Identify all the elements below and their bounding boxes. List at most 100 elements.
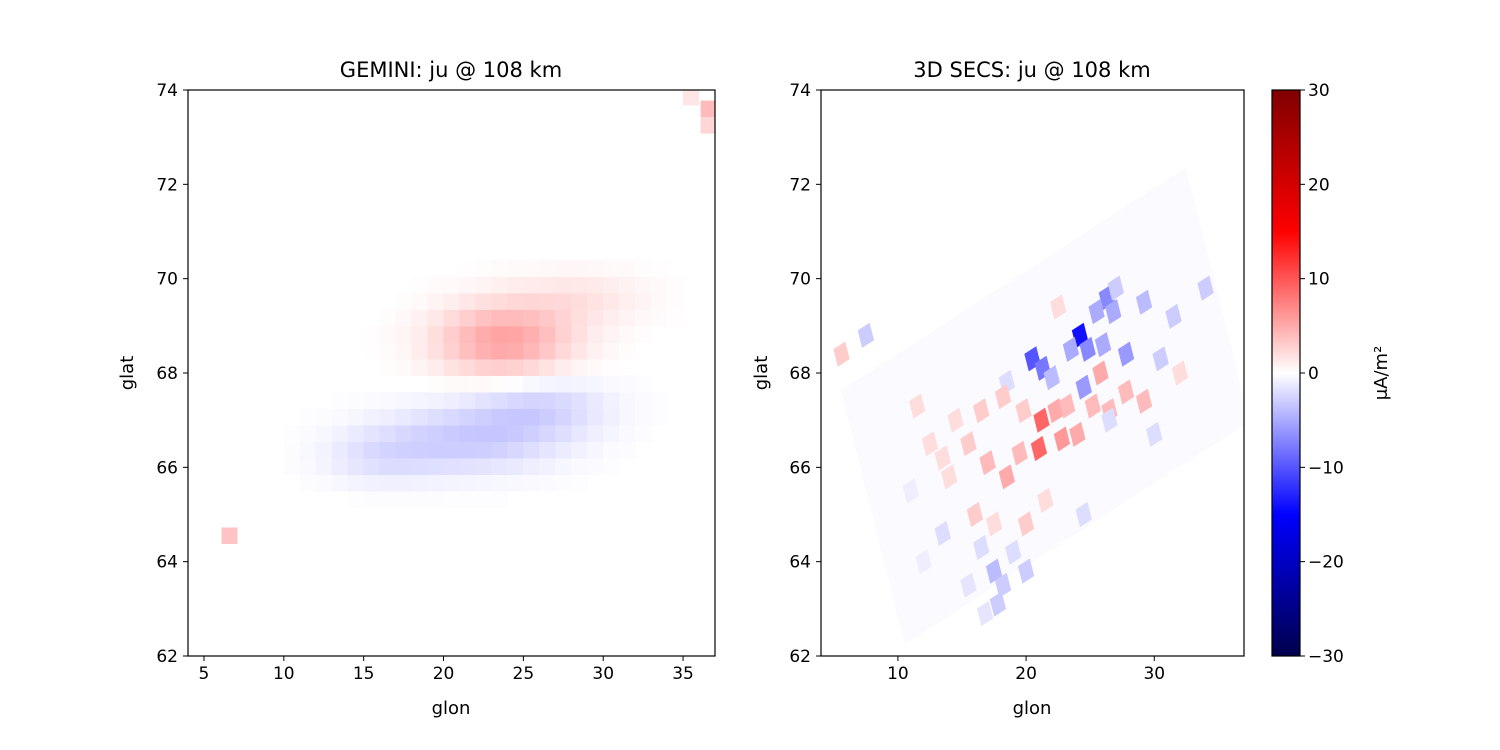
secs-cell bbox=[1117, 379, 1135, 405]
gemini-cell bbox=[379, 424, 397, 442]
secs-cell bbox=[1059, 393, 1076, 419]
gemini-cell bbox=[475, 408, 493, 426]
secs-cell bbox=[1015, 398, 1032, 424]
gemini-cell bbox=[587, 276, 604, 294]
secs-cell bbox=[998, 464, 1015, 490]
secs-cell bbox=[985, 558, 1003, 584]
gemini-cell bbox=[555, 408, 572, 426]
secs-cell bbox=[1079, 336, 1096, 362]
colorbar-tick-label: −30 bbox=[1308, 647, 1344, 667]
gemini-cell bbox=[555, 276, 572, 294]
gemini-cell bbox=[459, 408, 477, 426]
secs-cell bbox=[1069, 421, 1086, 447]
gemini-cell bbox=[459, 342, 477, 360]
gemini-cell bbox=[411, 391, 429, 409]
secs-cell bbox=[1171, 360, 1189, 386]
gemini-cell bbox=[427, 342, 445, 360]
gemini-cell bbox=[523, 259, 540, 277]
secs-cell bbox=[985, 511, 1003, 537]
gemini-cell bbox=[619, 391, 636, 409]
gemini-cell bbox=[603, 309, 620, 327]
secs-cell bbox=[1165, 303, 1182, 329]
gemini-cell bbox=[427, 424, 445, 442]
gemini-cell bbox=[635, 375, 652, 393]
gemini-cell bbox=[619, 342, 636, 360]
gemini-cell bbox=[571, 441, 588, 459]
gemini-cell bbox=[459, 325, 477, 343]
gemini-cell bbox=[539, 424, 556, 442]
gemini-cell bbox=[427, 358, 445, 376]
gemini-cell bbox=[619, 441, 636, 459]
gemini-cell bbox=[587, 391, 604, 409]
gemini-cell bbox=[507, 325, 524, 343]
gemini-cell bbox=[443, 457, 461, 476]
gemini-cell bbox=[331, 457, 349, 476]
gemini-cell bbox=[363, 490, 381, 509]
gemini-cell bbox=[283, 424, 301, 442]
gemini-cell bbox=[619, 292, 636, 310]
gemini-cell bbox=[411, 309, 429, 327]
gemini-cell bbox=[395, 457, 413, 476]
gemini-cell bbox=[363, 424, 381, 442]
secs-cell bbox=[1037, 487, 1054, 513]
gemini-cell bbox=[459, 441, 477, 459]
gemini-cell bbox=[427, 325, 445, 343]
gemini-cell bbox=[507, 408, 524, 426]
gemini-cell bbox=[411, 441, 429, 459]
gemini-cell bbox=[571, 457, 588, 476]
gemini-cell bbox=[221, 527, 238, 544]
gemini-cell bbox=[523, 358, 540, 376]
gemini-cell bbox=[571, 375, 588, 393]
secs-cell bbox=[1047, 398, 1064, 424]
secs-cell bbox=[976, 601, 994, 627]
gemini-panel: GEMINI: ju @ 108 km 5 10 15 20 25 30 35 62 64 66… bbox=[117, 58, 716, 719]
gemini-cell bbox=[603, 259, 620, 277]
gemini-cell bbox=[443, 474, 461, 492]
gemini-cell bbox=[347, 457, 365, 476]
gemini-cell bbox=[555, 474, 572, 492]
gemini-cell bbox=[443, 408, 461, 426]
gemini-cell bbox=[571, 474, 588, 492]
gemini-cell bbox=[491, 292, 508, 310]
secs-cell bbox=[960, 431, 977, 457]
gemini-cell bbox=[315, 474, 333, 492]
gemini-cell bbox=[587, 424, 604, 442]
gemini-cell bbox=[491, 408, 508, 426]
secs-heatmap-cells bbox=[833, 167, 1244, 645]
gemini-y-tick-label: 62 bbox=[156, 647, 178, 667]
gemini-cell bbox=[555, 292, 572, 310]
gemini-cell bbox=[571, 309, 588, 327]
secs-y-tick-label: 66 bbox=[789, 458, 811, 478]
gemini-cell bbox=[427, 408, 445, 426]
gemini-cell bbox=[555, 424, 572, 442]
secs-cell bbox=[1135, 289, 1153, 315]
gemini-cell bbox=[411, 325, 429, 343]
secs-cell bbox=[1033, 407, 1050, 433]
colorbar-tick-label: 20 bbox=[1308, 175, 1330, 195]
gemini-cell bbox=[507, 375, 524, 393]
secs-cell bbox=[857, 322, 874, 348]
gemini-cell bbox=[539, 276, 556, 294]
gemini-cell bbox=[523, 342, 540, 360]
secs-y-label: glat bbox=[751, 356, 772, 391]
gemini-cell bbox=[587, 292, 604, 310]
gemini-cell bbox=[443, 441, 461, 459]
gemini-cell bbox=[443, 391, 461, 409]
gemini-cell bbox=[619, 276, 636, 294]
gemini-cell bbox=[571, 391, 588, 409]
gemini-y-tick-label: 72 bbox=[156, 175, 178, 195]
secs-cell bbox=[902, 478, 919, 504]
gemini-cell bbox=[427, 292, 445, 310]
gemini-cell bbox=[651, 408, 668, 426]
gemini-cell bbox=[539, 358, 556, 376]
gemini-cell bbox=[299, 474, 317, 492]
secs-cell bbox=[947, 407, 964, 433]
gemini-cell bbox=[299, 441, 317, 459]
colorbar-tick-label: 0 bbox=[1308, 364, 1319, 384]
gemini-cell bbox=[523, 325, 540, 343]
secs-cell bbox=[1053, 426, 1071, 452]
gemini-cell bbox=[299, 457, 317, 476]
gemini-cell bbox=[379, 391, 397, 409]
gemini-cell bbox=[427, 457, 445, 476]
gemini-cell bbox=[667, 276, 684, 294]
